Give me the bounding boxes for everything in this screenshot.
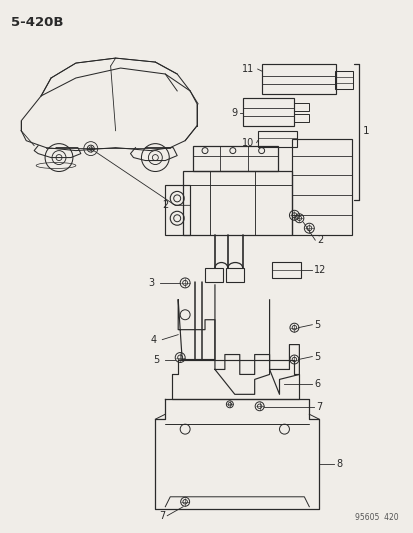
Text: 7: 7: [159, 511, 165, 521]
Text: 95605  420: 95605 420: [354, 513, 398, 522]
Bar: [294, 114, 309, 122]
Text: 12: 12: [313, 265, 326, 275]
Text: 11: 11: [242, 64, 254, 74]
Text: 6: 6: [313, 379, 320, 390]
Bar: [165, 185, 190, 235]
Text: 2: 2: [161, 200, 168, 211]
Bar: [204, 268, 222, 282]
Text: 5: 5: [313, 320, 320, 330]
Text: 5-420B: 5-420B: [11, 17, 64, 29]
Bar: [294, 103, 309, 111]
Bar: [292, 139, 351, 235]
Text: 7: 7: [316, 402, 322, 412]
Bar: [242, 98, 294, 126]
Bar: [261, 64, 335, 94]
Text: 1: 1: [362, 126, 369, 136]
Bar: [225, 268, 243, 282]
Text: 9: 9: [231, 108, 237, 118]
Bar: [257, 131, 297, 147]
Text: 3: 3: [148, 278, 154, 288]
Text: 5: 5: [153, 354, 159, 365]
Text: 8: 8: [335, 459, 342, 469]
Text: 2: 2: [316, 235, 323, 245]
Bar: [192, 146, 277, 171]
Text: 10: 10: [242, 138, 254, 148]
Text: 4: 4: [150, 335, 156, 345]
Text: 5: 5: [313, 352, 320, 361]
Bar: [335, 71, 352, 89]
Bar: [183, 171, 292, 235]
Bar: [271, 262, 301, 278]
